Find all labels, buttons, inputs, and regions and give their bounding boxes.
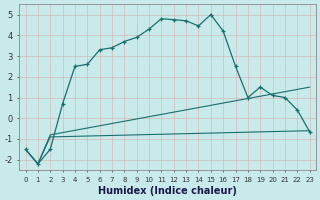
X-axis label: Humidex (Indice chaleur): Humidex (Indice chaleur) [98,186,237,196]
